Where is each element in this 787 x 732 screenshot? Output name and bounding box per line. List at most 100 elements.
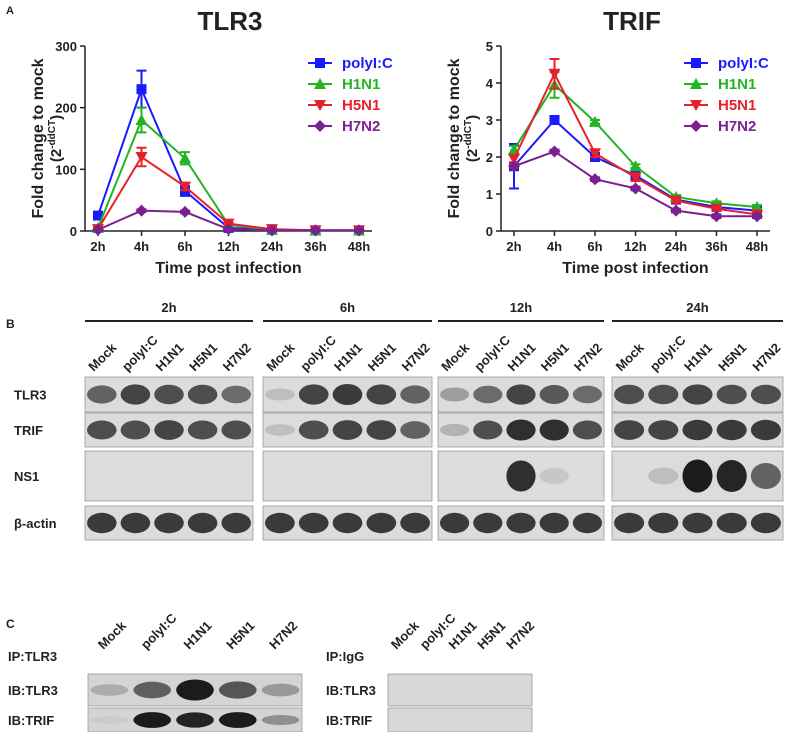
band (87, 420, 117, 440)
lane-label: H7N2 (749, 340, 783, 374)
band (716, 460, 747, 492)
x-tick-label: 24h (665, 239, 687, 254)
y-axis-unit: (2-ddCT) (47, 115, 65, 162)
data-point (710, 203, 723, 215)
lane-label: H7N2 (399, 340, 433, 374)
lane-label: Mock (263, 339, 298, 374)
series-line (97, 118, 359, 232)
ip-label: IP:TLR3 (8, 649, 57, 664)
band (221, 420, 251, 440)
band (506, 384, 536, 405)
y-tick-label: 200 (55, 101, 77, 116)
y-tick-label: 4 (486, 76, 494, 91)
lane-label: H7N2 (571, 340, 605, 374)
band (750, 512, 781, 534)
band (614, 512, 645, 534)
row-label: β-actin (14, 516, 57, 531)
lane-label: H7N2 (266, 618, 300, 652)
band (614, 420, 645, 440)
band (750, 463, 781, 489)
band (473, 420, 503, 440)
legend-marker (691, 58, 701, 68)
band (682, 512, 713, 534)
band (506, 512, 536, 534)
band (221, 512, 251, 534)
band (400, 385, 430, 404)
lane-label: H7N2 (220, 340, 254, 374)
legend-marker (690, 78, 702, 89)
data-point (92, 223, 104, 236)
legend-marker (315, 58, 325, 68)
row-label: IB:TLR3 (326, 683, 376, 698)
unit-close: ) (464, 115, 481, 120)
legend-label: H7N2 (342, 118, 380, 135)
x-tick-label: 6h (177, 239, 192, 254)
band (572, 512, 603, 534)
band (648, 512, 679, 534)
lane-label: Mock (95, 617, 130, 652)
band (539, 419, 569, 441)
x-axis-label: Time post infection (562, 260, 708, 277)
band (221, 385, 251, 404)
data-point (751, 200, 763, 212)
band (506, 460, 536, 492)
x-tick-label: 24h (261, 239, 283, 254)
y-tick-label: 3 (486, 113, 493, 128)
data-point (629, 160, 642, 172)
band (439, 423, 470, 437)
lane-label: Mock (613, 339, 648, 374)
legend-marker (314, 100, 326, 111)
band (750, 419, 781, 441)
band (133, 681, 172, 699)
legend-marker (314, 120, 326, 132)
legend-marker (690, 120, 702, 132)
band (332, 384, 363, 405)
band (539, 512, 569, 534)
x-tick-label: 48h (348, 239, 370, 254)
time-header: 12h (510, 300, 532, 315)
blot (84, 450, 254, 502)
data-point (353, 224, 365, 237)
band (648, 467, 679, 485)
lane-label: H1N1 (181, 618, 215, 652)
band (716, 419, 747, 441)
y-axis-unit: (2-ddCT) (463, 115, 481, 162)
lane-label: H5N1 (365, 340, 399, 374)
chart-title: TLR3 (198, 6, 263, 36)
band (154, 420, 184, 440)
band (120, 384, 151, 405)
band (298, 384, 329, 405)
legend-label: polyI:C (342, 55, 393, 72)
band (750, 384, 781, 405)
data-point (136, 84, 147, 95)
band (298, 420, 329, 440)
data-point (135, 204, 148, 217)
data-point (179, 181, 191, 193)
band (332, 420, 363, 440)
lane-label: polyI:C (119, 332, 161, 374)
data-point (629, 182, 642, 195)
band (176, 679, 214, 701)
data-point (629, 172, 642, 184)
band (176, 712, 214, 728)
data-point (93, 210, 103, 221)
lane-label: polyI:C (471, 332, 513, 374)
y-tick-label: 0 (70, 224, 77, 239)
lane-label: H5N1 (186, 340, 220, 374)
band (90, 716, 129, 724)
band (366, 420, 397, 440)
band (572, 420, 603, 440)
row-label: TRIF (14, 423, 43, 438)
time-header: 24h (686, 300, 708, 315)
legend-label: H1N1 (342, 76, 380, 93)
band (154, 384, 184, 405)
data-point (549, 115, 560, 125)
band (90, 684, 129, 696)
data-point (670, 204, 682, 217)
band (154, 512, 184, 534)
blot (387, 707, 533, 732)
x-tick-label: 2h (506, 239, 521, 254)
legend-label: H5N1 (718, 97, 756, 114)
panel-label: B (6, 317, 15, 331)
band (614, 384, 645, 405)
